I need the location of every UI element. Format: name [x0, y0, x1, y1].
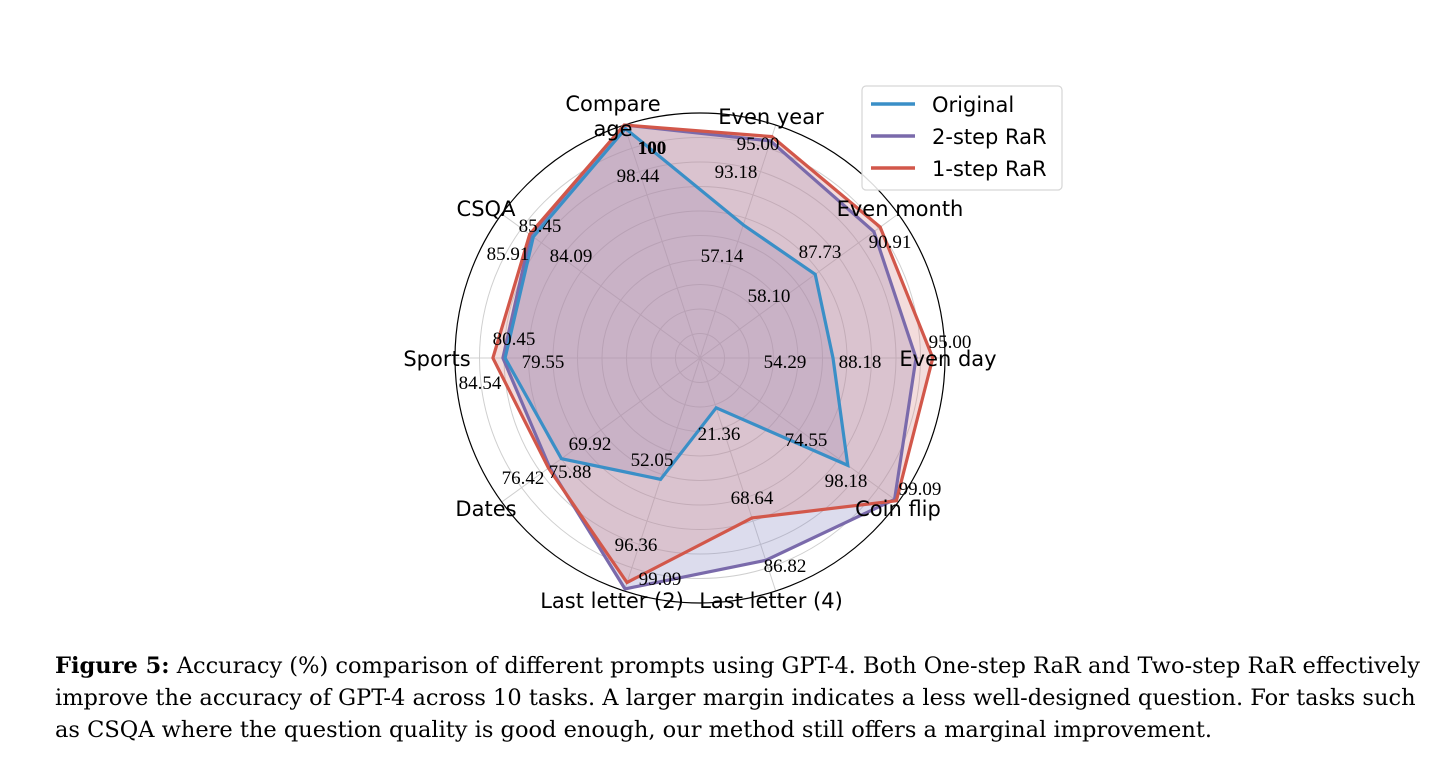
caption-label: Figure 5:	[55, 653, 170, 679]
axis-label-last-letter-4-: Last letter (4)	[699, 589, 843, 613]
axis-label-even-year: Even year	[718, 105, 824, 129]
data-label-1-step-rar: 85.91	[487, 244, 530, 265]
series-line-2-step-rar	[501, 123, 918, 591]
grid-spoke	[623, 357, 701, 592]
grid-spoke	[623, 124, 701, 359]
series-line-original	[503, 126, 850, 482]
axis-label-sports: Sports	[403, 347, 470, 371]
data-label-original: 74.55	[785, 430, 828, 451]
data-label-1-step-rar: 84.54	[459, 373, 502, 394]
grid-spoke	[501, 213, 701, 359]
data-label-2-step-rar: 99.09	[639, 569, 682, 590]
data-label-original: 54.29	[764, 352, 807, 373]
data-label-2-step-rar: 88.18	[839, 352, 882, 373]
data-label-original: 79.55	[522, 352, 565, 373]
data-label-1-step-rar: 90.91	[869, 232, 912, 253]
radar-chart: Even day Even month Even year Compare age CSQ…	[403, 85, 1063, 613]
axis-label-line: Coin flip	[855, 497, 941, 521]
axis-label-line: Last letter (4)	[699, 589, 843, 613]
grid-spoke	[501, 357, 701, 503]
axis-label-dates: Dates	[455, 497, 516, 521]
grid-spoke	[699, 357, 777, 592]
series-fill-2-step-rar	[502, 125, 916, 589]
data-label-1-step-rar: 76.42	[502, 468, 545, 489]
axis-label-last-letter-2-: Last letter (2)	[540, 589, 684, 613]
series-fill-original	[505, 128, 848, 480]
axis-label-line: Even year	[718, 105, 824, 129]
axis-label-csqa: CSQA	[457, 197, 517, 221]
axis-label-even-month: Even month	[837, 197, 964, 221]
axis-label-line: Even day	[899, 347, 996, 371]
legend-box	[861, 85, 1063, 191]
axis-label-line: Even month	[837, 197, 964, 221]
legend-label-2-step-rar: 2-step RaR	[932, 125, 1047, 149]
grid-spoke	[699, 124, 777, 359]
data-label-original: 58.10	[748, 286, 791, 307]
data-label-1-step-rar: 96.36	[615, 535, 658, 556]
data-label-2-step-rar: 85.45	[519, 216, 562, 237]
data-label-original: 21.36	[698, 424, 741, 445]
data-label-2-step-rar: 98.18	[825, 471, 868, 492]
data-label-original: 52.05	[631, 450, 674, 471]
axis-label-compare-age: Compare age	[565, 92, 660, 141]
data-label-1-step-rar: 99.09	[899, 479, 942, 500]
legend-label-1-step-rar: 1-step RaR	[932, 157, 1047, 181]
data-label-original: 98.44	[617, 166, 660, 187]
data-label-2-step-rar: 100	[638, 138, 667, 159]
grid-spoke	[699, 213, 899, 359]
data-label-2-step-rar: 80.45	[493, 329, 536, 350]
data-label-original: 84.09	[550, 246, 593, 267]
data-label-2-step-rar: 86.82	[764, 556, 807, 577]
axis-label-line: Last letter (2)	[540, 589, 684, 613]
data-label-2-step-rar: 93.18	[715, 162, 758, 183]
axis-label-line: Dates	[455, 497, 516, 521]
data-label-1-step-rar: 100	[638, 138, 667, 159]
caption-text: Accuracy (%) comparison of different pro…	[55, 653, 1420, 743]
radar-frame	[454, 112, 946, 604]
data-label-2-step-rar: 75.88	[549, 462, 592, 483]
data-label-1-step-rar: 95.00	[737, 134, 780, 155]
axis-label-even-day: Even day	[899, 347, 996, 371]
figure-caption: Figure 5: Accuracy (%) comparison of dif…	[55, 650, 1425, 746]
data-label-1-step-rar: 68.64	[731, 488, 774, 509]
data-label-original: 57.14	[701, 246, 744, 267]
axis-label-coin-flip: Coin flip	[855, 497, 941, 521]
axis-label-line: Sports	[403, 347, 470, 371]
series-line-1-step-rar	[491, 123, 935, 585]
axis-label-line: age	[593, 117, 632, 141]
grid-spoke	[699, 357, 899, 503]
data-label-1-step-rar: 95.00	[929, 332, 972, 353]
axis-label-line: Compare	[565, 92, 660, 116]
data-label-2-step-rar: 87.73	[799, 242, 842, 263]
legend-label-original: Original	[932, 93, 1014, 117]
axis-label-line: CSQA	[457, 197, 517, 221]
data-label-original: 69.92	[569, 434, 612, 455]
